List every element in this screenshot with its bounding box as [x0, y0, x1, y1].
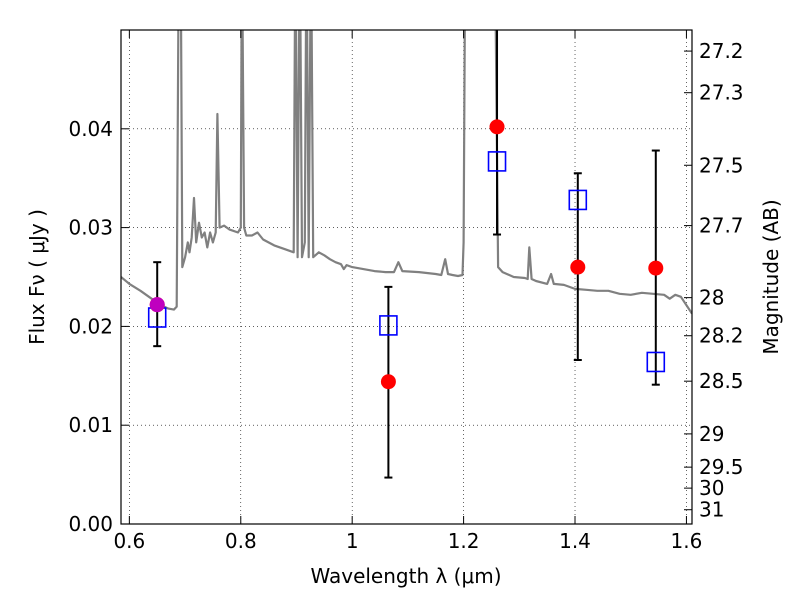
mag-tick-label: 30: [699, 476, 724, 500]
plot-frame: [120, 29, 693, 525]
mag-tick-label: 28: [699, 286, 724, 310]
x-tick-label: 1: [346, 529, 359, 553]
x-tick-label: 0.8: [225, 529, 257, 553]
axis-labels: 0.6 0.8 1 1.2 1.4 1.6 0.00 0.01 0.02 0.03 0.04 27.2…: [68, 39, 743, 553]
mag-tick-label: 29: [699, 422, 724, 446]
x-tick-label: 0.6: [113, 529, 145, 553]
x-axis-label: Wavelength λ (μm): [310, 564, 501, 588]
observed-flux-point: [648, 260, 664, 276]
mag-tick-label: 27.5: [699, 153, 744, 177]
model-photometry-square: [568, 189, 588, 211]
y-tick-label: 0.01: [68, 413, 113, 437]
model-photometry-square: [487, 151, 507, 172]
model-spectrum-line: [121, 30, 692, 315]
mag-tick-label: 28.5: [699, 369, 744, 393]
mag-tick-label: 28.2: [699, 324, 744, 348]
mag-tick-label: 31: [699, 498, 724, 522]
x-tick-label: 1.2: [448, 529, 480, 553]
observed-flux-point: [380, 374, 396, 390]
y-tick-label: 0.02: [68, 314, 113, 338]
y-axis-right-label: Magnitude (AB): [759, 199, 783, 354]
mag-tick-label: 27.2: [699, 39, 744, 63]
y-tick-label: 0.04: [68, 117, 113, 141]
highlight-flux-point: [149, 297, 165, 313]
axis-ticks: [121, 30, 692, 525]
observed-flux-point: [489, 119, 505, 135]
y-tick-label: 0.03: [68, 216, 113, 240]
mag-tick-label: 29.5: [699, 455, 744, 479]
plot-area: [121, 30, 692, 479]
x-tick-label: 1.6: [671, 529, 703, 553]
observed-flux-point: [570, 259, 586, 275]
y-axis-label: Flux Fν ( μJy ): [25, 209, 49, 345]
y-tick-label: 0.00: [68, 512, 113, 536]
x-tick-label: 1.4: [559, 529, 591, 553]
model-photometry-square: [646, 351, 666, 373]
mag-tick-label: 27.3: [699, 81, 744, 105]
model-photometry-square: [379, 315, 398, 336]
mag-tick-label: 27.7: [699, 214, 744, 238]
